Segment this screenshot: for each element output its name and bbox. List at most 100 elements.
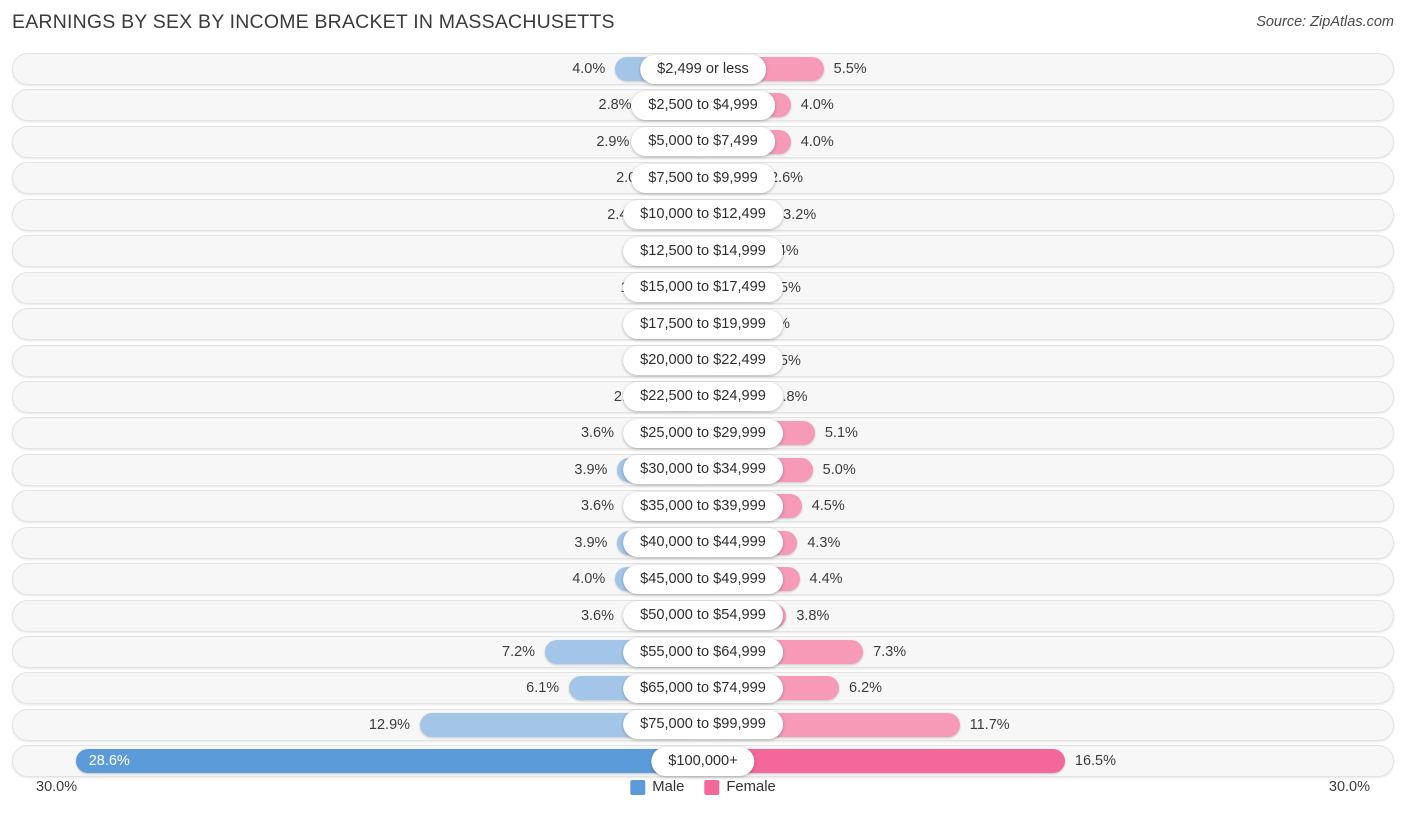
category-label: $65,000 to $74,999 xyxy=(623,673,783,703)
value-label-male: 6.1% xyxy=(526,680,560,697)
row-bars: 1.6%2.5%$20,000 to $22,499 xyxy=(0,343,1406,379)
value-label-female: 4.5% xyxy=(811,498,845,515)
source-attribution: Source: ZipAtlas.com xyxy=(1256,14,1394,30)
bar-male xyxy=(75,749,703,774)
row-bars: 2.1%2.8%$22,500 to $24,999 xyxy=(0,379,1406,415)
row-bars: 3.9% 5.0% $30,000 to $34,999 xyxy=(0,452,1406,488)
category-label: $50,000 to $54,999 xyxy=(623,601,783,631)
value-label-female: 4.3% xyxy=(807,534,841,551)
category-label: $17,500 to $19,999 xyxy=(623,309,783,339)
row-bars: 3.6% 5.1% $25,000 to $29,999 xyxy=(0,415,1406,451)
chart-row: 1.7%2.4%$12,500 to $14,999 xyxy=(0,233,1406,269)
bar-female xyxy=(703,749,1065,774)
axis-label-right: 30.0% xyxy=(1328,779,1370,795)
chart-footer: 30.0% Male Female 30.0% xyxy=(0,775,1406,813)
row-bars: 3.6% 4.5% $35,000 to $39,999 xyxy=(0,488,1406,524)
row-bars: 28.6% 16.5% $100,000+ xyxy=(0,743,1406,779)
chart-row: 4.0% 5.5% $2,499 or less xyxy=(0,51,1406,87)
chart-row: 3.9% 5.0% $30,000 to $34,999 xyxy=(0,452,1406,488)
chart-legend: Male Female xyxy=(630,779,776,795)
category-label: $2,500 to $4,999 xyxy=(631,90,775,120)
category-label: $5,000 to $7,499 xyxy=(631,127,775,157)
row-bars: 2.9% 4.0% $5,000 to $7,499 xyxy=(0,124,1406,160)
chart-row: 2.9% 4.0% $5,000 to $7,499 xyxy=(0,124,1406,160)
category-label: $10,000 to $12,499 xyxy=(623,200,783,230)
value-label-female: 16.5% xyxy=(1074,753,1117,770)
value-label-female: 4.0% xyxy=(800,133,834,150)
value-label-female: 2.5% xyxy=(767,352,801,369)
row-bars: 2.0%2.6%$7,500 to $9,999 xyxy=(0,160,1406,196)
chart-row: 3.6% 3.8% $50,000 to $54,999 xyxy=(0,598,1406,634)
value-label-female: 3.2% xyxy=(783,206,817,223)
value-label-male: 3.9% xyxy=(574,534,608,551)
category-label: $35,000 to $39,999 xyxy=(623,491,783,521)
chart-rows: 4.0% 5.5% $2,499 or less 2.8% 4.0% $2,500 to … xyxy=(0,51,1406,780)
row-bars: 7.2% 7.3% $55,000 to $64,999 xyxy=(0,634,1406,670)
chart-header: EARNINGS BY SEX BY INCOME BRACKET IN MAS… xyxy=(0,0,1406,46)
value-label-female: 2.6% xyxy=(770,170,804,187)
square-swatch-male xyxy=(630,779,646,795)
value-label-female: 2.4% xyxy=(766,233,886,269)
chart-row: 2.0%2.6%$7,500 to $9,999 xyxy=(0,160,1406,196)
chart-row: 1.4%2.0%$17,500 to $19,999 xyxy=(0,306,1406,342)
value-label-female: 2.8% xyxy=(774,388,808,405)
chart-row: 3.6% 4.5% $35,000 to $39,999 xyxy=(0,488,1406,524)
category-label: $20,000 to $22,499 xyxy=(623,346,783,375)
row-bars: 1.4%2.0%$17,500 to $19,999 xyxy=(0,306,1406,342)
chart-row: 28.6% 16.5% $100,000+ xyxy=(0,743,1406,779)
value-label-female: 5.5% xyxy=(833,61,867,77)
chart-row: 4.0% 4.4% $45,000 to $49,999 xyxy=(0,561,1406,597)
category-label: $55,000 to $64,999 xyxy=(623,637,783,667)
row-bars: 4.0% 5.5% $2,499 or less xyxy=(0,51,1406,87)
chart-row: 12.9% 11.7% $75,000 to $99,999 xyxy=(0,707,1406,743)
row-bars: 3.9% 4.3% $40,000 to $44,999 xyxy=(0,525,1406,561)
value-label-female: 11.7% xyxy=(969,716,1010,733)
chart-row: 6.1% 6.2% $65,000 to $74,999 xyxy=(0,670,1406,706)
category-label: $7,500 to $9,999 xyxy=(631,163,775,193)
category-label: $12,500 to $14,999 xyxy=(623,236,783,266)
category-label: $22,500 to $24,999 xyxy=(623,382,783,412)
category-label: $2,499 or less xyxy=(640,54,766,84)
value-label-male: 4.0% xyxy=(572,571,606,588)
chart-row: 2.4%3.2%$10,000 to $12,499 xyxy=(0,197,1406,233)
legend-item-male[interactable]: Male xyxy=(630,779,684,795)
value-label-male: 7.2% xyxy=(502,644,536,660)
chart-row: 1.8%2.5%$15,000 to $17,499 xyxy=(0,270,1406,306)
value-label-male: 3.9% xyxy=(574,461,608,478)
value-label-female: 4.4% xyxy=(809,571,843,588)
axis-label-left: 30.0% xyxy=(36,779,78,795)
row-bars: 1.8%2.5%$15,000 to $17,499 xyxy=(0,270,1406,306)
chart-row: 2.8% 4.0% $2,500 to $4,999 xyxy=(0,87,1406,123)
chart-row: 1.6%2.5%$20,000 to $22,499 xyxy=(0,343,1406,379)
value-label-male: 3.6% xyxy=(580,607,615,624)
category-label: $40,000 to $44,999 xyxy=(623,528,783,558)
value-label-male: 3.6% xyxy=(580,498,615,515)
value-label-male: 12.9% xyxy=(368,716,411,733)
row-bars: 2.4%3.2%$10,000 to $12,499 xyxy=(0,197,1406,233)
chart-row: 3.6% 5.1% $25,000 to $29,999 xyxy=(0,415,1406,451)
value-label-male: 3.6% xyxy=(580,425,615,442)
category-label: $25,000 to $29,999 xyxy=(623,418,783,448)
row-bars: 12.9% 11.7% $75,000 to $99,999 xyxy=(0,707,1406,743)
category-label: $100,000+ xyxy=(651,746,755,776)
category-label: $75,000 to $99,999 xyxy=(623,710,783,740)
category-label: $45,000 to $49,999 xyxy=(623,564,783,594)
chart-row: 2.1%2.8%$22,500 to $24,999 xyxy=(0,379,1406,415)
value-label-female: 5.1% xyxy=(824,425,858,442)
row-bars: 2.8% 4.0% $2,500 to $4,999 xyxy=(0,87,1406,123)
legend-item-female[interactable]: Female xyxy=(704,779,776,795)
value-label-female: 4.0% xyxy=(800,97,834,114)
value-label-male: 2.9% xyxy=(596,133,630,150)
legend-label: Female xyxy=(726,779,776,795)
row-bars: 4.0% 4.4% $45,000 to $49,999 xyxy=(0,561,1406,597)
row-bars: 3.6% 3.8% $50,000 to $54,999 xyxy=(0,598,1406,634)
value-label-male: 4.0% xyxy=(572,61,606,77)
row-bars: 1.7%2.4%$12,500 to $14,999 xyxy=(0,233,1406,269)
row-bars: 6.1% 6.2% $65,000 to $74,999 xyxy=(0,670,1406,706)
chart-row: 3.9% 4.3% $40,000 to $44,999 xyxy=(0,525,1406,561)
value-label-female: 2.5% xyxy=(767,279,801,296)
category-label: $15,000 to $17,499 xyxy=(623,273,783,303)
page-title: EARNINGS BY SEX BY INCOME BRACKET IN MAS… xyxy=(12,11,615,33)
chart-row: 7.2% 7.3% $55,000 to $64,999 xyxy=(0,634,1406,670)
value-label-male: 28.6% xyxy=(88,753,130,770)
